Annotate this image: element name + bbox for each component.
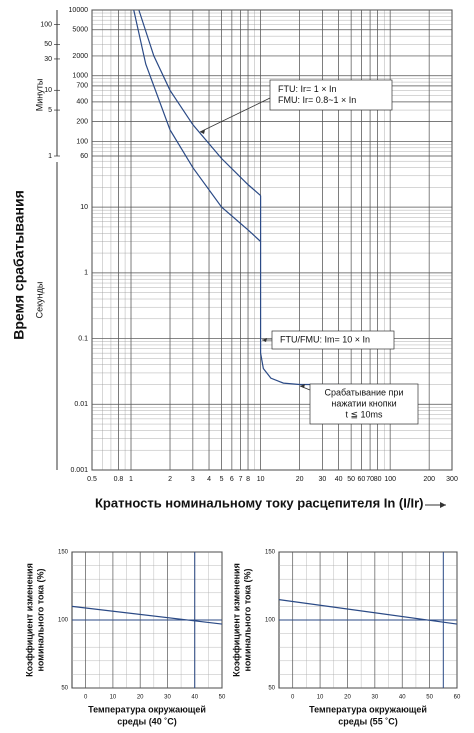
y-tick-label: 700 — [76, 83, 88, 90]
series-line — [138, 9, 261, 197]
x-tick-label: 70 — [366, 476, 374, 483]
x-tick-label: 20 — [137, 695, 144, 701]
y-label: номинального тока (%) — [35, 568, 45, 671]
y-tick-label: 100 — [265, 618, 276, 624]
x-tick-label: 0.5 — [87, 476, 97, 483]
x-label: среды (55 ˚C) — [338, 716, 397, 726]
y-label: Коэффициент изменения — [231, 563, 241, 677]
annotation-box — [309, 383, 419, 425]
x-tick-label: 50 — [347, 476, 355, 483]
annotation-pointer — [199, 97, 271, 133]
x-tick-label: 0.8 — [114, 476, 124, 483]
y-tick-label: 1000 — [72, 73, 88, 80]
x-tick-label: 60 — [454, 695, 461, 701]
y-tick-label: 5000 — [72, 27, 88, 34]
x-tick-label: 20 — [344, 695, 351, 701]
axis-arrowhead — [440, 502, 446, 508]
x-tick-label: 1 — [129, 476, 133, 483]
x-tick-label: 0 — [84, 695, 88, 701]
x-tick-label: 30 — [164, 695, 171, 701]
annotation-text: нажатии кнопки — [331, 398, 396, 408]
annotation-arrowhead — [262, 338, 267, 342]
y-label: номинального тока (%) — [242, 568, 252, 671]
y2-tick-label: 5 — [48, 107, 52, 114]
y-tick-label: 400 — [76, 99, 88, 106]
x-tick-label: 100 — [384, 476, 396, 483]
y-tick-label: 100 — [58, 618, 69, 624]
x-tick-label: 0 — [291, 695, 295, 701]
x-tick-label: 40 — [399, 695, 406, 701]
x-tick-label: 30 — [319, 476, 327, 483]
annotation-text: FTU: Ir= 1 × In — [278, 84, 337, 94]
x-tick-label: 20 — [296, 476, 304, 483]
annotation-box — [269, 79, 393, 111]
y-tick-label: 1 — [84, 270, 88, 277]
x-tick-label: 10 — [110, 695, 117, 701]
y2-tick-label: 50 — [44, 41, 52, 48]
x-tick-label: 3 — [191, 476, 195, 483]
x-label: Температура окружающей — [309, 704, 427, 714]
series-line — [278, 599, 458, 625]
annotation-arrowhead — [300, 384, 305, 388]
y-tick-label: 0.01 — [74, 401, 88, 408]
x-tick-label: 40 — [335, 476, 343, 483]
x-tick-label: 6 — [230, 476, 234, 483]
x-tick-label: 60 — [358, 476, 366, 483]
x-label: Температура окружающей — [88, 704, 206, 714]
y-tick-label: 0.001 — [70, 467, 88, 474]
x-tick-label: 30 — [372, 695, 379, 701]
x-tick-label: 10 — [257, 476, 265, 483]
annotation-text: t ≦ 10ms — [345, 409, 383, 419]
y-tick-label: 2000 — [72, 53, 88, 60]
x-tick-label: 50 — [219, 695, 226, 701]
y2-tick-label: 10 — [44, 87, 52, 94]
annotation-text: Срабатывание при — [325, 387, 404, 397]
x-tick-label: 8 — [246, 476, 250, 483]
x-tick-label: 300 — [446, 476, 458, 483]
y-tick-label: 100 — [76, 138, 88, 145]
y2-tick-label: 30 — [44, 56, 52, 63]
y-tick-label: 150 — [58, 550, 69, 556]
y-tick-label: 200 — [76, 118, 88, 125]
series-line — [71, 605, 223, 625]
y-tick-label: 10000 — [69, 7, 89, 14]
series-line — [133, 9, 261, 242]
annotation-text: FMU: Ir= 0.8~1 × In — [278, 95, 356, 105]
y-tick-label: 50 — [61, 686, 68, 692]
y-sublabel: Секунды — [34, 282, 44, 319]
x-label: среды (40 ˚C) — [117, 716, 176, 726]
x-label: Кратность номинальному току расцепителя … — [95, 495, 424, 510]
x-tick-label: 200 — [423, 476, 435, 483]
y-label: Коэффициент изменения — [24, 563, 34, 677]
y-tick-label: 10 — [80, 204, 88, 211]
y-tick-label: 60 — [80, 153, 88, 160]
x-tick-label: 50 — [426, 695, 433, 701]
annotation-arrowhead — [200, 130, 205, 134]
x-tick-label: 40 — [191, 695, 198, 701]
y-tick-label: 150 — [265, 550, 276, 556]
x-tick-label: 80 — [374, 476, 382, 483]
y-tick-label: 50 — [268, 686, 275, 692]
x-tick-label: 4 — [207, 476, 211, 483]
x-tick-label: 10 — [317, 695, 324, 701]
y-tick-label: 0.1 — [78, 335, 88, 342]
x-tick-label: 2 — [168, 476, 172, 483]
y2-tick-label: 1 — [48, 153, 52, 160]
y-label: Время срабатывания — [11, 190, 27, 340]
x-tick-label: 5 — [220, 476, 224, 483]
annotation-text: FTU/FMU: Im= 10 × In — [280, 334, 370, 344]
y2-label: Минуты — [34, 79, 44, 112]
y2-tick-label: 100 — [40, 21, 52, 28]
x-tick-label: 7 — [239, 476, 243, 483]
